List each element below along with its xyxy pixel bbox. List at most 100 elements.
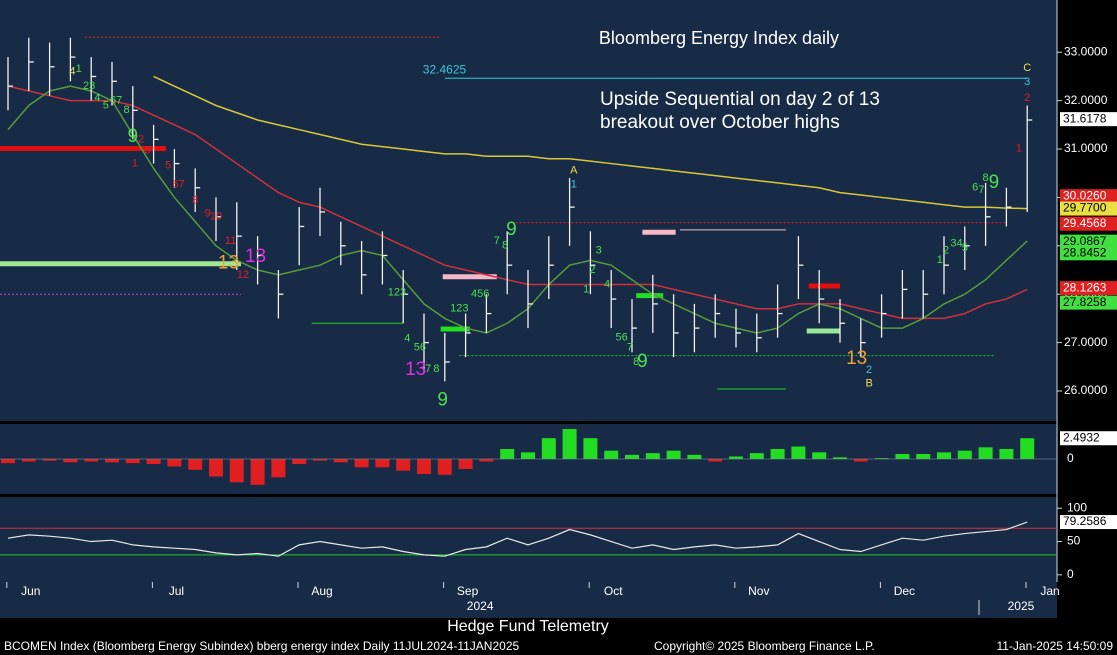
value-tag: [1060, 246, 1117, 261]
td-label: 1: [76, 63, 82, 75]
hist-bar: [645, 453, 660, 459]
td-label: 4: [69, 66, 75, 78]
hist-bar: [209, 459, 223, 477]
td-label: 1: [583, 283, 589, 295]
moving-average: [7, 85, 1028, 320]
td-label: 1: [937, 254, 943, 266]
hist-bar: [292, 459, 307, 464]
td-label: 56: [414, 341, 426, 353]
value-tag-label: 2.4932: [1063, 430, 1100, 444]
hist-bar: [458, 459, 473, 469]
rsi-panel: [0, 497, 1057, 582]
year-label: 2025: [1008, 599, 1035, 613]
hist-bar: [146, 459, 161, 464]
hist-bar: [853, 459, 868, 462]
moving-average: [153, 75, 1028, 210]
footer-copyright: Copyright© 2025 Bloomberg Finance L.P.: [654, 639, 875, 653]
value-tag-label: 29.7700: [1063, 201, 1107, 215]
hist-bar: [84, 459, 99, 462]
td-label: 1: [571, 178, 577, 190]
footer-brand: Hedge Fund Telemetry: [447, 618, 609, 635]
td-label: 7: [425, 363, 431, 375]
td-label: 2: [866, 364, 872, 376]
td-label: 4: [404, 333, 410, 345]
hist-bar: [188, 459, 203, 470]
td-label: 2: [943, 245, 949, 257]
hist-bar: [895, 454, 910, 459]
td-label: 13: [405, 359, 426, 380]
x-tick-label: Nov: [748, 584, 769, 598]
td-label: 7: [627, 341, 633, 353]
value-tag: [1060, 295, 1117, 310]
hist-bar: [937, 452, 951, 459]
hist-bar: [687, 454, 702, 459]
td-label: 1: [132, 157, 138, 169]
td-label: 1: [1016, 142, 1022, 154]
td-label: 5: [165, 159, 171, 171]
hist-bar: [1, 459, 15, 464]
td-label: 9: [989, 172, 1000, 193]
td-label: 2: [589, 264, 595, 276]
td-label: 67: [110, 95, 122, 107]
td-label: 8: [983, 172, 989, 184]
y-tick-label: 0: [1067, 451, 1074, 465]
hist-bar: [375, 459, 390, 468]
value-tag-label: 29.4568: [1063, 216, 1107, 230]
value-tag-label: 79.2586: [1063, 514, 1107, 528]
value-tag: [1060, 189, 1117, 204]
hist-bar: [167, 459, 182, 467]
hist-bar: [874, 458, 889, 459]
td-label: 123: [450, 303, 468, 315]
value-tag: [1060, 431, 1117, 446]
hist-bar: [957, 450, 972, 459]
td-label: 23: [83, 80, 95, 92]
hist-bar: [125, 459, 140, 464]
td-label: 34: [950, 237, 962, 249]
td-label: 8: [633, 356, 639, 368]
td-label: B: [865, 378, 872, 390]
td-label: 9: [506, 219, 517, 240]
x-tick-label: Sep: [457, 584, 479, 598]
footer: [0, 618, 1117, 655]
hist-bar: [521, 452, 535, 459]
y-tick-label: 32.0000: [1064, 93, 1108, 107]
hist-bar: [541, 438, 556, 459]
td-label: 9: [205, 207, 211, 219]
y-tick-label: 31.0000: [1064, 141, 1108, 155]
td-label: 123: [388, 287, 406, 299]
hist-bar: [42, 459, 57, 461]
td-label: 9: [637, 351, 648, 372]
td-label: 2: [1024, 92, 1030, 104]
hist-bar: [666, 450, 681, 459]
footer-security: BCOMEN Index (Bloomberg Energy Subindex)…: [4, 639, 519, 653]
hist-bar: [812, 452, 827, 459]
level-label: 32.4625: [423, 62, 467, 76]
hist-bar: [916, 454, 931, 459]
hist-bar: [229, 459, 244, 483]
rsi-line: [7, 521, 1028, 557]
td-label: 3: [1024, 76, 1030, 88]
value-tag: [1060, 281, 1117, 296]
td-label: 7: [494, 235, 500, 247]
hist-bar: [479, 459, 494, 462]
td-label: 13: [218, 253, 239, 274]
value-tag-label: 28.8452: [1063, 245, 1107, 259]
hist-bar: [63, 459, 78, 463]
value-tag-label: 27.8258: [1063, 295, 1107, 309]
td-label: 4: [604, 278, 610, 290]
y-tick-label: 100: [1067, 500, 1087, 514]
hist-bar: [562, 429, 577, 459]
x-tick-label: Aug: [311, 584, 332, 598]
hist-bar: [354, 459, 369, 468]
hist-bar: [105, 459, 119, 463]
x-tick-label: Jan: [1040, 584, 1059, 598]
value-tag: [1060, 201, 1117, 216]
x-tick-label: Dec: [894, 584, 915, 598]
td-label: 10: [210, 211, 222, 223]
year-label: 2024: [467, 599, 494, 613]
td-label: 3: [144, 144, 150, 156]
td-label: A: [570, 165, 578, 177]
hist-bar: [396, 459, 411, 471]
td-label: 13: [846, 348, 867, 369]
